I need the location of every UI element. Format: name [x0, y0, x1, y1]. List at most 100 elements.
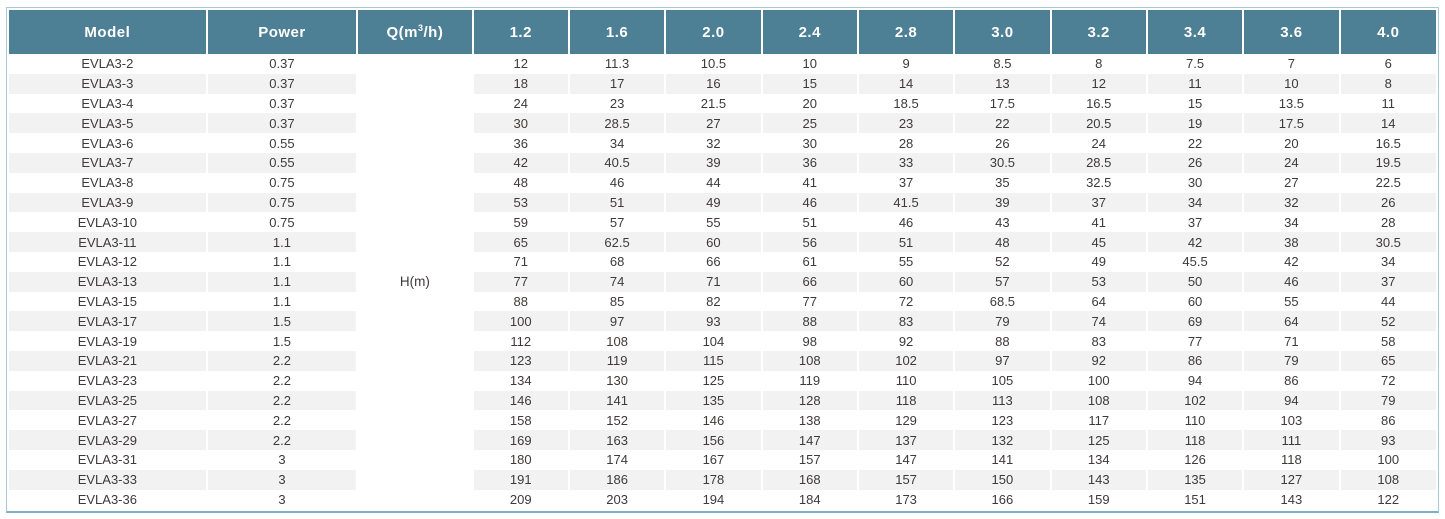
cell-head-value: 23 — [567, 93, 666, 114]
cell-head-value: 41.5 — [856, 192, 955, 213]
cell-model: EVLA3-3 — [9, 73, 207, 94]
cell-power: 3 — [205, 489, 358, 510]
cell-head-value: 103 — [1242, 410, 1340, 431]
cell-head-value: 66 — [760, 271, 858, 292]
cell-head-value: 60 — [664, 232, 762, 252]
cell-head-value: 108 — [760, 350, 858, 371]
cell-power: 1.1 — [205, 271, 358, 292]
cell-head-value: 42 — [1145, 232, 1244, 252]
cell-head-value: 61 — [760, 251, 858, 272]
cell-head-value: 126 — [1145, 449, 1244, 470]
cell-head-value: 32.5 — [1049, 172, 1147, 193]
cell-head-value: 111 — [1242, 430, 1340, 450]
cell-head-value: 83 — [856, 311, 955, 332]
cell-model: EVLA3-5 — [9, 113, 207, 134]
cell-head-value: 141 — [953, 449, 1051, 470]
cell-head-value: 12 — [1049, 73, 1147, 94]
cell-head-value: 6 — [1338, 54, 1436, 74]
table-row: EVLA3-27 2.2 158 152 146 138 129 123 117 110 103 86 — [9, 410, 1436, 431]
cell-head-value: 43 — [953, 212, 1051, 233]
cell-head-value: 62.5 — [567, 232, 666, 252]
cell-head-value: 123 — [471, 350, 569, 371]
cell-head-value: 41 — [760, 172, 858, 193]
cell-head-value: 55 — [664, 212, 762, 233]
cell-model: EVLA3-6 — [9, 133, 207, 153]
cell-head-value: 23 — [856, 113, 955, 134]
cell-head-value: 178 — [664, 469, 762, 490]
cell-head-value: 20 — [760, 93, 858, 114]
cell-head-value: 71 — [471, 251, 569, 272]
cell-head-value: 134 — [471, 370, 569, 391]
pump-head-table: Model Power Q(m3/h) 1.2 1.6 2.0 2.4 2.8 3.0 3.2 3.… — [9, 10, 1436, 510]
cell-head-value: 37 — [1145, 212, 1244, 233]
cell-head-value: 132 — [953, 430, 1051, 450]
cell-model: EVLA3-2 — [9, 54, 207, 74]
cell-model: EVLA3-29 — [9, 430, 207, 450]
cell-head-value: 27 — [664, 113, 762, 134]
column-header-2.4: 2.4 — [760, 10, 858, 54]
cell-head-value: 19.5 — [1338, 152, 1436, 173]
column-header-2.0: 2.0 — [664, 10, 762, 54]
cell-head-value: 15 — [1145, 93, 1244, 114]
cell-head-value: 37 — [856, 172, 955, 193]
cell-head-value: 34 — [1338, 251, 1436, 272]
cell-head-value: 72 — [856, 291, 955, 312]
cell-head-value: 51 — [760, 212, 858, 233]
cell-head-value: 158 — [471, 410, 569, 431]
table-row: EVLA3-36 3 209 203 194 184 173 166 159 151 143 122 — [9, 489, 1436, 510]
cell-head-value: 30 — [760, 133, 858, 153]
cell-head-value: 108 — [1338, 469, 1436, 490]
cell-head-value: 186 — [567, 469, 666, 490]
cell-head-value: 7.5 — [1145, 54, 1244, 74]
cell-head-value: 135 — [1145, 469, 1244, 490]
cell-head-value: 51 — [567, 192, 666, 213]
column-header-3.2: 3.2 — [1049, 10, 1147, 54]
cell-head-value: 10 — [760, 54, 858, 74]
cell-head-value: 52 — [953, 251, 1051, 272]
column-header-3.0: 3.0 — [953, 10, 1051, 54]
cell-head-value: 28.5 — [567, 113, 666, 134]
cell-head-value: 30 — [471, 113, 569, 134]
cell-head-value: 127 — [1242, 469, 1340, 490]
table-row: EVLA3-7 0.55 42 40.5 39 36 33 30.5 28.5 26 24 19.5 — [9, 152, 1436, 173]
cell-head-value: 143 — [1242, 489, 1340, 510]
table-row: EVLA3-4 0.37 24 23 21.5 20 18.5 17.5 16.5 15 13.5 1… — [9, 93, 1436, 114]
cell-head-value: 14 — [1338, 113, 1436, 134]
cell-head-value: 26 — [1145, 152, 1244, 173]
cell-head-value: 68.5 — [953, 291, 1051, 312]
cell-head-value: 123 — [953, 410, 1051, 431]
cell-power: 3 — [205, 449, 358, 470]
cell-head-value: 28.5 — [1049, 152, 1147, 173]
cell-head-value: 10.5 — [664, 54, 762, 74]
cell-head-value: 36 — [760, 152, 858, 173]
table-row: EVLA3-17 1.5 100 97 93 88 83 79 74 69 64 52 — [9, 311, 1436, 332]
cell-power: 1.1 — [205, 251, 358, 272]
cell-power: 0.37 — [205, 54, 358, 74]
cell-head-value: 166 — [953, 489, 1051, 510]
cell-head-value: 39 — [664, 152, 762, 173]
cell-head-value: 22.5 — [1338, 172, 1436, 193]
cell-head-value: 169 — [471, 430, 569, 450]
cell-head-value: 30.5 — [1338, 232, 1436, 252]
cell-head-value: 21.5 — [664, 93, 762, 114]
cell-head-value: 45 — [1049, 232, 1147, 252]
cell-head-value: 134 — [1049, 449, 1147, 470]
cell-head-value: 34 — [1145, 192, 1244, 213]
cell-head-value: 64 — [1049, 291, 1147, 312]
cell-head-value: 174 — [567, 449, 666, 470]
cell-head-value: 118 — [1145, 430, 1244, 450]
cell-head-value: 11 — [1338, 93, 1436, 114]
table-body: EVLA3-2 0.37 H(m) 12 11.3 10.5 10 9 8.5 8 7.5 7 6 EVL… — [9, 54, 1436, 510]
cell-head-value: 36 — [471, 133, 569, 153]
cell-head-value: 66 — [664, 251, 762, 272]
cell-head-value: 26 — [953, 133, 1051, 153]
cell-head-value: 55 — [1242, 291, 1340, 312]
cell-head-value: 17.5 — [953, 93, 1051, 114]
cell-power: 0.37 — [205, 73, 358, 94]
cell-head-value: 11 — [1145, 73, 1244, 94]
cell-head-value: 37 — [1049, 192, 1147, 213]
cell-head-value: 51 — [856, 232, 955, 252]
column-header-2.8: 2.8 — [856, 10, 955, 54]
cell-head-value: 77 — [760, 291, 858, 312]
cell-head-value: 147 — [760, 430, 858, 450]
